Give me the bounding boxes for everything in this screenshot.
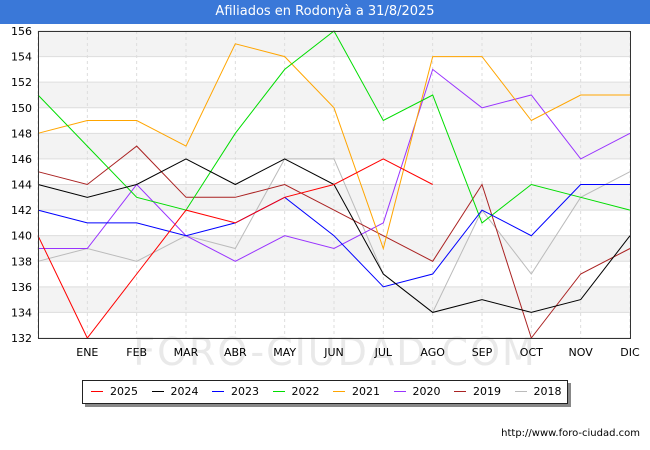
x-tick-label: SEP [472, 346, 493, 359]
x-tick-label: DIC [620, 346, 640, 359]
x-tick-label: MAR [174, 346, 199, 359]
series-line-2018 [37, 158, 631, 314]
x-tick-label: ENE [76, 346, 98, 359]
source-url[interactable]: http://www.foro-ciudad.com [501, 428, 640, 439]
y-tick-label: 138 [11, 255, 32, 268]
legend-swatch [393, 390, 406, 392]
legend-item-2025: 2025 [91, 381, 138, 403]
x-tick-label: OCT [520, 346, 543, 359]
y-tick-label: 146 [11, 153, 32, 166]
legend-label: 2024 [170, 385, 199, 398]
y-tick-label: 144 [11, 179, 32, 192]
legend-item-2019: 2019 [454, 381, 501, 403]
legend-label: 2020 [412, 385, 441, 398]
x-tick-label: NOV [569, 346, 594, 359]
legend-swatch [212, 390, 224, 392]
y-tick-label: 134 [11, 306, 32, 319]
legend-label: 2019 [473, 385, 501, 398]
series-line-2021 [37, 43, 630, 251]
legend-swatch [514, 390, 527, 392]
chart-title: Afiliados en Rodonyà a 31/8/2025 [215, 4, 435, 19]
legend-item-2020: 2020 [393, 381, 441, 403]
legend-item-2022: 2022 [272, 381, 320, 403]
legend-item-2018: 2018 [514, 381, 562, 403]
legend-swatch [151, 390, 164, 392]
legend-label: 2023 [231, 385, 259, 398]
x-tick-label: ABR [224, 346, 247, 359]
series-line-2023 [37, 184, 630, 288]
y-tick-label: 156 [11, 25, 32, 38]
y-tick-label: 142 [11, 204, 32, 217]
legend-label: 2022 [291, 385, 320, 398]
y-tick-label: 148 [11, 127, 32, 140]
x-axis-ticks: ENE FEB MAR ABR MAY JUN JUL AGO SEP OCT NOV DIC [76, 346, 640, 359]
legend-item-2024: 2024 [151, 381, 199, 403]
legend-item-2023: 2023 [212, 381, 259, 403]
y-tick-label: 132 [11, 332, 32, 345]
x-tick-label: JUL [374, 346, 393, 359]
legend-label: 2025 [110, 385, 138, 398]
legend: 2025 2024 2023 2022 2021 2020 2019 2018 [82, 380, 568, 404]
y-tick-label: 152 [11, 76, 32, 89]
plot-frame [38, 31, 631, 339]
legend-swatch [333, 390, 345, 392]
y-axis-ticks: 132 134 136 138 140 142 144 146 148 150 152 154 156 [11, 25, 32, 345]
title-bar: Afiliados en Rodonyà a 31/8/2025 [0, 0, 650, 24]
legend-item-2021: 2021 [333, 381, 380, 403]
legend-label: 2021 [352, 385, 380, 398]
legend-swatch [272, 390, 285, 392]
x-tick-label: MAY [273, 346, 296, 359]
legend-swatch [454, 390, 466, 392]
y-tick-label: 140 [11, 230, 32, 243]
legend-label: 2018 [533, 385, 562, 398]
y-tick-label: 154 [11, 51, 32, 64]
series-line-2025 [37, 158, 433, 339]
x-tick-label: AGO [420, 346, 445, 359]
y-tick-label: 136 [11, 281, 32, 294]
legend-swatch [91, 390, 103, 392]
x-tick-label: JUN [323, 346, 344, 359]
y-tick-label: 150 [11, 102, 32, 115]
x-tick-label: FEB [126, 346, 147, 359]
